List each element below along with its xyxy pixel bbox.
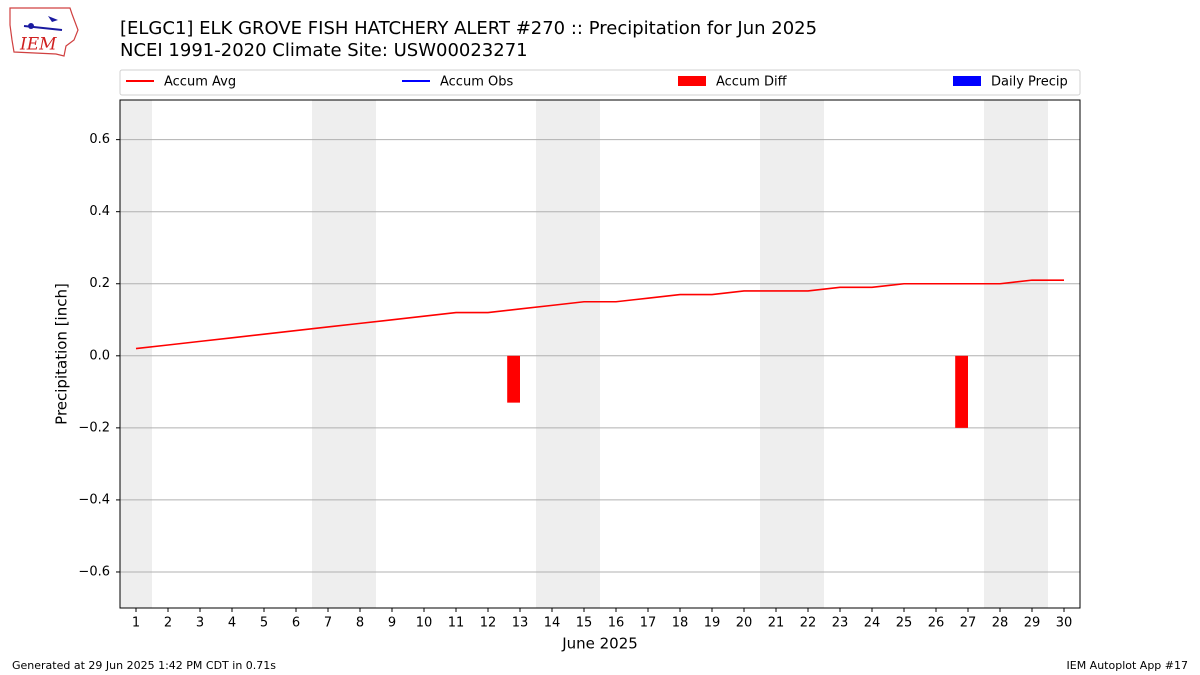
x-tick-label: 11: [448, 616, 465, 631]
x-tick-label: 24: [864, 616, 881, 631]
x-tick-label: 7: [324, 616, 332, 631]
x-tick-label: 28: [992, 616, 1009, 631]
weekend-shade: [120, 100, 152, 608]
x-axis-label: June 2025: [561, 635, 638, 653]
weekend-shade: [312, 100, 344, 608]
x-tick-label: 18: [672, 616, 689, 631]
x-tick-label: 2: [164, 616, 172, 631]
y-tick-label: −0.6: [78, 564, 110, 579]
logo: IEM: [9, 7, 79, 57]
legend-swatch: [678, 76, 706, 86]
weekend-shade: [344, 100, 376, 608]
x-tick-label: 27: [960, 616, 977, 631]
weekend-shade: [568, 100, 600, 608]
legend-label: Accum Obs: [440, 75, 513, 90]
weekend-shade: [792, 100, 824, 608]
x-tick-label: 20: [736, 616, 753, 631]
y-tick-label: 0.4: [89, 204, 110, 219]
chart-subtitle: NCEI 1991-2020 Climate Site: USW00023271: [120, 40, 528, 61]
y-tick-label: 0.0: [89, 348, 110, 363]
x-tick-label: 16: [608, 616, 625, 631]
x-tick-label: 13: [512, 616, 529, 631]
x-tick-label: 22: [800, 616, 817, 631]
x-tick-label: 19: [704, 616, 721, 631]
accum-line: [135, 279, 1064, 350]
x-tick-label: 9: [388, 616, 396, 631]
weekend-shade: [984, 100, 1016, 608]
x-tick-label: 8: [356, 616, 364, 631]
x-tick-label: 5: [260, 616, 268, 631]
y-axis-label: Precipitation [inch]: [53, 283, 71, 425]
x-tick-label: 14: [544, 616, 561, 631]
legend-label: Daily Precip: [991, 75, 1068, 90]
bar: [955, 355, 968, 428]
x-tick-label: 15: [576, 616, 593, 631]
x-tick-label: 6: [292, 616, 300, 631]
x-tick-label: 21: [768, 616, 785, 631]
weekend-shade: [536, 100, 568, 608]
x-tick-label: 30: [1056, 616, 1073, 631]
footer-left: Generated at 29 Jun 2025 1:42 PM CDT in …: [12, 659, 276, 672]
legend-box: [119, 69, 1081, 96]
bar: [507, 355, 520, 403]
plot-frame: [119, 99, 1081, 609]
x-tick-label: 29: [1024, 616, 1041, 631]
x-tick-label: 26: [928, 616, 945, 631]
x-tick-label: 23: [832, 616, 849, 631]
legend-label: Accum Diff: [716, 75, 788, 90]
legend-label: Accum Avg: [164, 75, 236, 90]
logo-text: IEM: [19, 35, 57, 55]
chart-title: [ELGC1] ELK GROVE FISH HATCHERY ALERT #2…: [120, 18, 817, 39]
weekend-shade: [1016, 100, 1048, 608]
y-tick-label: −0.4: [78, 492, 110, 507]
y-tick-label: 0.2: [89, 276, 110, 291]
footer-right: IEM Autoplot App #17: [1067, 659, 1189, 672]
y-tick-label: 0.6: [89, 132, 110, 147]
x-tick-label: 25: [896, 616, 913, 631]
y-tick-label: −0.2: [78, 420, 110, 435]
x-tick-label: 17: [640, 616, 657, 631]
x-tick-label: 1: [132, 616, 140, 631]
x-tick-label: 12: [480, 616, 497, 631]
x-tick-label: 10: [416, 616, 433, 631]
legend-swatch: [953, 76, 981, 86]
x-tick-label: 4: [228, 616, 236, 631]
x-tick-label: 3: [196, 616, 204, 631]
weekend-shade: [760, 100, 792, 608]
